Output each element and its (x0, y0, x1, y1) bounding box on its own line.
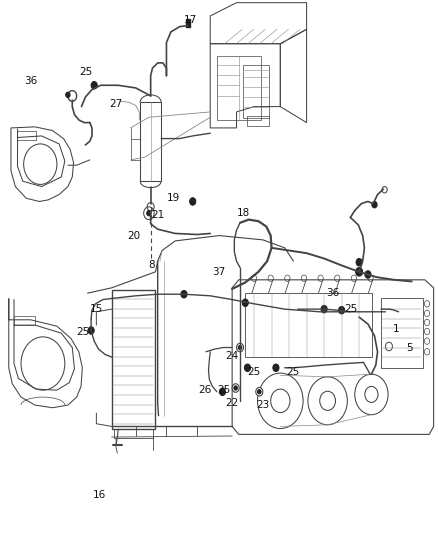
Text: 24: 24 (226, 351, 239, 361)
Text: 21: 21 (151, 211, 164, 220)
Text: 25: 25 (344, 304, 357, 314)
Circle shape (339, 306, 345, 314)
Text: 8: 8 (148, 261, 155, 270)
Text: 25: 25 (217, 385, 230, 395)
Bar (14, 316, 35, 325)
Text: 17: 17 (184, 15, 197, 25)
Circle shape (219, 388, 226, 395)
Text: 20: 20 (127, 231, 140, 240)
Circle shape (181, 290, 187, 298)
Text: 15: 15 (90, 304, 103, 314)
Text: 27: 27 (110, 99, 123, 109)
Bar (243, 65, 269, 118)
Text: 37: 37 (212, 267, 226, 277)
Circle shape (321, 305, 327, 313)
Circle shape (244, 364, 251, 372)
Text: 23: 23 (256, 400, 269, 410)
Text: 25: 25 (286, 367, 299, 377)
Text: 19: 19 (166, 193, 180, 203)
Circle shape (356, 268, 363, 276)
Circle shape (190, 198, 196, 205)
Circle shape (232, 384, 239, 392)
Circle shape (88, 327, 94, 334)
Text: 22: 22 (226, 398, 239, 408)
Circle shape (258, 390, 261, 394)
Text: 36: 36 (326, 288, 339, 298)
Bar (186, 19, 190, 27)
Bar (17, 131, 36, 140)
Circle shape (66, 92, 70, 98)
Bar (217, 56, 261, 120)
Text: 16: 16 (93, 490, 106, 499)
Bar (140, 102, 161, 181)
Bar (247, 116, 269, 126)
Bar (245, 293, 372, 357)
Circle shape (242, 299, 248, 306)
Circle shape (273, 364, 279, 372)
Circle shape (238, 345, 242, 350)
Bar (112, 290, 155, 429)
Text: 26: 26 (198, 385, 212, 395)
Text: 25: 25 (247, 367, 261, 377)
Circle shape (91, 82, 97, 89)
Bar (381, 298, 423, 368)
Text: 25: 25 (79, 67, 92, 77)
Circle shape (372, 201, 377, 208)
Circle shape (356, 259, 362, 266)
Circle shape (68, 91, 77, 101)
Circle shape (365, 271, 371, 278)
Text: 25: 25 (77, 327, 90, 336)
Text: 18: 18 (237, 208, 250, 218)
Circle shape (234, 386, 237, 390)
Circle shape (237, 343, 244, 352)
Circle shape (256, 387, 263, 396)
Text: 5: 5 (406, 343, 413, 352)
Circle shape (147, 211, 151, 216)
Text: 36: 36 (24, 76, 37, 86)
Text: 1: 1 (393, 325, 400, 334)
